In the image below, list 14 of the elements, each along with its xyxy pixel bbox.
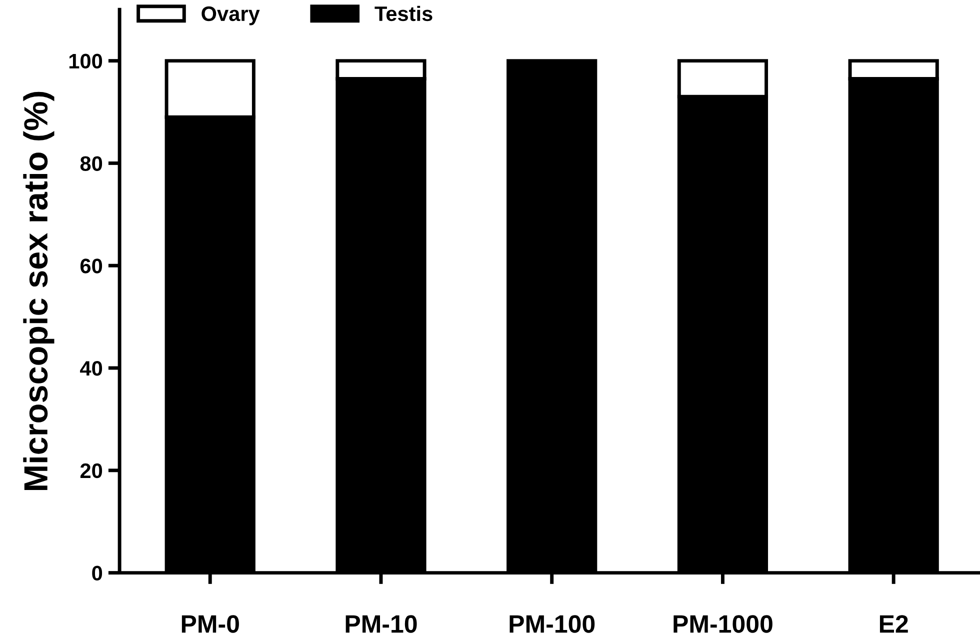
x-tick-label: PM-1000: [674, 615, 772, 633]
y-tick-label: 80: [80, 156, 102, 171]
y-tick-label: 40: [80, 361, 102, 376]
y-tick-label: 0: [92, 566, 102, 581]
legend-label: Ovary: [202, 6, 260, 26]
legend-label: Testis: [374, 6, 432, 22]
y-tick-label: 20: [80, 463, 102, 478]
x-tick-label: PM-100: [510, 615, 595, 633]
y-axis-title: Microscopic sex ratio (%): [23, 92, 54, 490]
x-tick-label: PM-10: [346, 615, 417, 633]
x-tick-label: PM-0: [182, 615, 239, 633]
y-tick-label: 100: [69, 54, 102, 69]
y-tick-label: 60: [80, 258, 102, 274]
x-tick-label: E2: [880, 615, 908, 633]
